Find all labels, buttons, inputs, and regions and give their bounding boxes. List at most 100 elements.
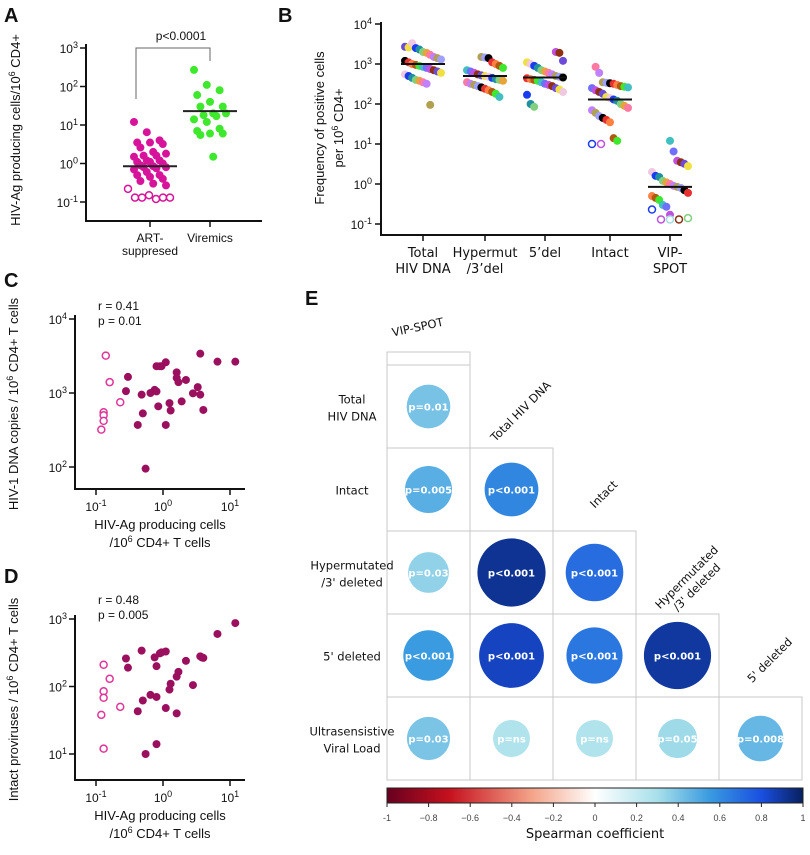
data-point-open [99,660,108,670]
colorbar-tick-label: -1 [383,813,391,823]
data-point [172,709,181,718]
y-tick-label: 10-1 [351,216,372,232]
data-point [606,118,614,127]
data-point [154,402,163,411]
y-tick-label: 100 [354,176,372,192]
data-point-open [99,416,108,426]
data-point-open [101,351,111,360]
data-point [499,63,507,72]
y-axis-label: Intact proviruses / 106 CD4+ T cells [5,597,21,801]
panel-label-d: D [4,566,18,588]
data-point [162,181,170,190]
p-value-label: p<0.001 [488,652,535,663]
y-axis-label: Frequency of positive cells [312,51,327,205]
data-point [199,653,208,662]
panel-label-c: C [4,270,18,292]
x-axis-label: /106 CD4+ T cells [109,534,211,550]
data-point [138,409,147,418]
x-tick-label: 10-1 [85,498,106,514]
data-point [624,83,632,92]
data-point [426,100,435,109]
x-tick-label: 101 [221,498,239,514]
data-point-open [99,744,108,753]
data-point [559,56,567,65]
data-point [437,55,445,64]
p-value-label: p<0.001 [654,652,701,663]
x-axis-label: HIV-Ag producing cells [94,517,226,532]
data-point [181,656,190,665]
p-value-label: p<0.001 [488,569,535,580]
data-point [152,662,161,671]
data-point [196,349,205,358]
data-point-open [97,710,106,720]
data-point [149,179,158,188]
data-point [190,115,198,124]
x-tick-label: VIP- [658,246,683,261]
data-point [146,138,154,147]
y-tick-label: 103 [60,40,78,56]
data-point-open [158,193,168,202]
data-point [209,152,218,161]
correlation-circle [737,715,784,762]
axes [380,22,682,236]
data-point-open [683,213,693,223]
data-point [152,740,161,749]
correlation-r: r = 0.41 [98,299,139,313]
panel-c-chart: r = 0.41 p = 0.01 102 103 104 10-1 100 101 HIV… [5,297,245,550]
data-point [530,102,539,111]
correlation-circle [484,462,539,517]
x-tick-label: /3’del [467,262,504,277]
p-value-label: p=0.03 [408,569,448,580]
data-point-open [105,377,114,387]
colorbar-tick-label: 0 [592,813,597,823]
data-point [166,406,175,415]
correlation-circle [493,720,530,757]
data-point [215,86,224,95]
data-point-open [115,397,125,407]
data-point [206,129,214,138]
y-tick-label: 102 [354,96,372,112]
data-point [123,372,132,381]
p-value-label: p<0.001 [488,486,535,497]
data-point-open [123,184,133,194]
x-tick-label: Intact [591,246,628,261]
p-value-label: p=0.03 [408,735,448,746]
y-tick-label: 101 [60,117,78,133]
data-point [136,143,145,152]
data-point [684,188,692,197]
column-label: VIP-SPOT [391,315,446,340]
data-point-open [105,674,114,684]
data-point [218,102,227,111]
data-point [174,667,183,676]
x-tick-label: 100 [154,498,172,514]
colorbar-tick-label: 0.8 [755,813,768,823]
data-point [133,707,142,716]
data-point [202,80,211,89]
x-tick-label: Total [407,246,438,261]
data-point [137,390,146,399]
data-point [684,162,692,171]
p-value-label: p=ns [497,735,526,746]
data-point [499,76,507,85]
data-point [495,92,504,101]
colorbar-tick-label: −0.8 [420,813,438,823]
p-value-label: p<0.001 [571,569,618,580]
correlation-circle [479,623,544,688]
y-tick-label: 102 [49,679,67,695]
correlation-circle [566,627,623,684]
data-point [158,174,167,183]
data-point [437,68,445,77]
data-point-open [99,693,108,703]
axes [85,44,262,222]
data-point [177,397,186,406]
data-point [142,128,151,137]
colorbar-tick-label: −0.4 [503,813,521,823]
x-axis-label: /106 CD4+ T cells [109,825,211,841]
data-point [613,136,622,145]
data-point [161,420,170,429]
correlation-circle [565,543,624,602]
row-label: 5' deleted [323,650,381,664]
data-point-open [151,194,161,204]
y-tick-label: 103 [49,611,67,627]
data-point [523,90,531,99]
